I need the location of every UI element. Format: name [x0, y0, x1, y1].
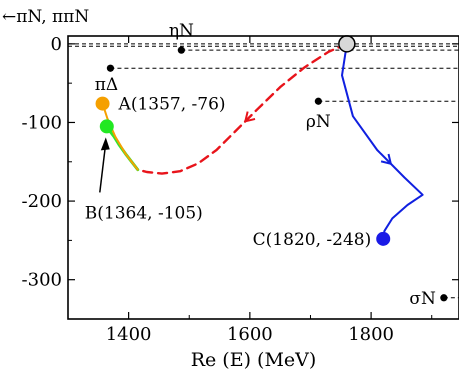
blue-path-line	[341, 42, 424, 240]
dashed-path-line	[136, 42, 349, 175]
labels-layer: A(1357, -76) B(1364, -105) C(1820, -248) ηN…	[2, 7, 436, 309]
threshold-point	[106, 64, 115, 72]
x-axis-label: Re (E) (MeV)	[191, 349, 317, 371]
point-a-label: A(1357, -76)	[118, 95, 226, 115]
threshold-label-piN: ←πN, ππN	[2, 7, 89, 27]
y-tick-label: -300	[22, 270, 62, 291]
x-tick-label: 1600	[227, 324, 273, 345]
threshold-point	[177, 46, 185, 54]
y-tick-label: -100	[22, 112, 62, 133]
threshold-label-piDelta: πΔ	[95, 75, 118, 95]
ticks-layer: 1400 1600 1800 0 -100 -200 -300	[22, 34, 459, 345]
x-tick-label: 1800	[348, 324, 394, 345]
orange-path-line	[101, 102, 139, 171]
threshold-label-sigmaN: σN	[409, 289, 436, 309]
y-tick-label: -200	[22, 191, 62, 212]
threshold-point	[440, 294, 448, 302]
point-b-label: B(1364, -105)	[85, 203, 203, 223]
y-tick-label: 0	[51, 34, 62, 55]
threshold-point	[314, 97, 322, 105]
point-b-pointer-head	[100, 137, 110, 151]
point-b	[99, 119, 114, 134]
point-c	[376, 231, 391, 246]
point-b-pointer-line	[99, 142, 107, 193]
point-a	[95, 96, 110, 111]
point-c-label: C(1820, -248)	[253, 230, 372, 250]
plot-frame	[67, 35, 459, 320]
marks-layer	[95, 35, 448, 302]
direction-arrows	[243, 111, 393, 166]
threshold-label-etaN: ηN	[169, 21, 194, 41]
blue-direction-arrow	[380, 153, 393, 166]
red-direction-arrow	[243, 111, 256, 123]
threshold-label-rhoN: ρN	[306, 112, 331, 132]
start-point	[338, 35, 356, 53]
threshold-lines	[68, 43, 459, 299]
x-tick-label: 1400	[106, 324, 152, 345]
